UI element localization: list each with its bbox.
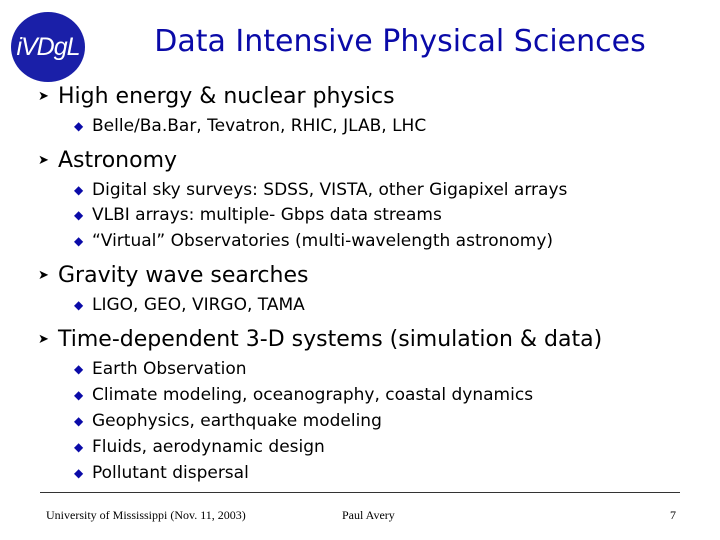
bullet-level2: ◆ Pollutant dispersal [74,463,249,483]
sub-bullet-text: LIGO, GEO, VIRGO, TAMA [92,295,305,315]
sub-bullet-text: Earth Observation [92,359,247,379]
sub-bullet-text: Digital sky surveys: SDSS, VISTA, other … [92,180,568,200]
ivdgl-logo: iVDgL [11,12,85,82]
bullet-level2: ◆ Climate modeling, oceanography, coasta… [74,385,533,405]
sub-bullet-text: Geophysics, earthquake modeling [92,411,382,431]
bullet-level2: ◆ “Virtual” Observatories (multi-wavelen… [74,231,553,251]
diamond-bullet-icon: ◆ [74,440,84,454]
bullet-level1: ➤ Gravity wave searches [38,263,308,288]
bullet-level2: ◆ Geophysics, earthquake modeling [74,411,382,431]
logo-text: iVDgL [16,32,80,61]
bullet-level2: ◆ Fluids, aerodynamic design [74,437,325,457]
sub-bullet-text: Climate modeling, oceanography, coastal … [92,385,534,405]
diamond-bullet-icon: ◆ [74,362,84,376]
bullet-text: Gravity wave searches [58,263,309,288]
bullet-text: High energy & nuclear physics [58,84,395,109]
arrowhead-bullet-icon: ➤ [38,268,49,283]
diamond-bullet-icon: ◆ [74,298,84,312]
bullet-level2: ◆ Earth Observation [74,359,247,379]
sub-bullet-text: “Virtual” Observatories (multi-wavelengt… [92,231,554,251]
footer-divider [40,492,680,493]
bullet-level1: ➤ High energy & nuclear physics [38,84,395,109]
arrowhead-bullet-icon: ➤ [38,332,49,347]
bullet-text: Astronomy [58,148,178,173]
arrowhead-bullet-icon: ➤ [38,153,49,168]
diamond-bullet-icon: ◆ [74,414,84,428]
footer-author: Paul Avery [342,508,395,522]
slide-title: Data Intensive Physical Sciences [154,24,646,59]
diamond-bullet-icon: ◆ [74,119,84,133]
sub-bullet-text: Fluids, aerodynamic design [92,437,325,457]
bullet-level1: ➤ Time-dependent 3-D systems (simulation… [38,327,602,352]
sub-bullet-text: Pollutant dispersal [92,463,249,483]
bullet-text: Time-dependent 3-D systems (simulation &… [58,327,603,352]
bullet-level1: ➤ Astronomy [38,148,177,173]
diamond-bullet-icon: ◆ [74,234,84,248]
diamond-bullet-icon: ◆ [74,208,84,222]
diamond-bullet-icon: ◆ [74,466,84,480]
sub-bullet-text: Belle/Ba.Bar, Tevatron, RHIC, JLAB, LHC [92,116,427,136]
arrowhead-bullet-icon: ➤ [38,89,49,104]
page-number: 7 [670,508,676,522]
bullet-level2: ◆ VLBI arrays: multiple- Gbps data strea… [74,205,442,225]
bullet-level2: ◆ Digital sky surveys: SDSS, VISTA, othe… [74,180,567,200]
footer-affiliation: University of Mississippi (Nov. 11, 2003… [46,508,246,522]
sub-bullet-text: VLBI arrays: multiple- Gbps data streams [92,205,442,225]
bullet-level2: ◆ Belle/Ba.Bar, Tevatron, RHIC, JLAB, LH… [74,116,426,136]
bullet-level2: ◆ LIGO, GEO, VIRGO, TAMA [74,295,305,315]
diamond-bullet-icon: ◆ [74,388,84,402]
diamond-bullet-icon: ◆ [74,183,84,197]
